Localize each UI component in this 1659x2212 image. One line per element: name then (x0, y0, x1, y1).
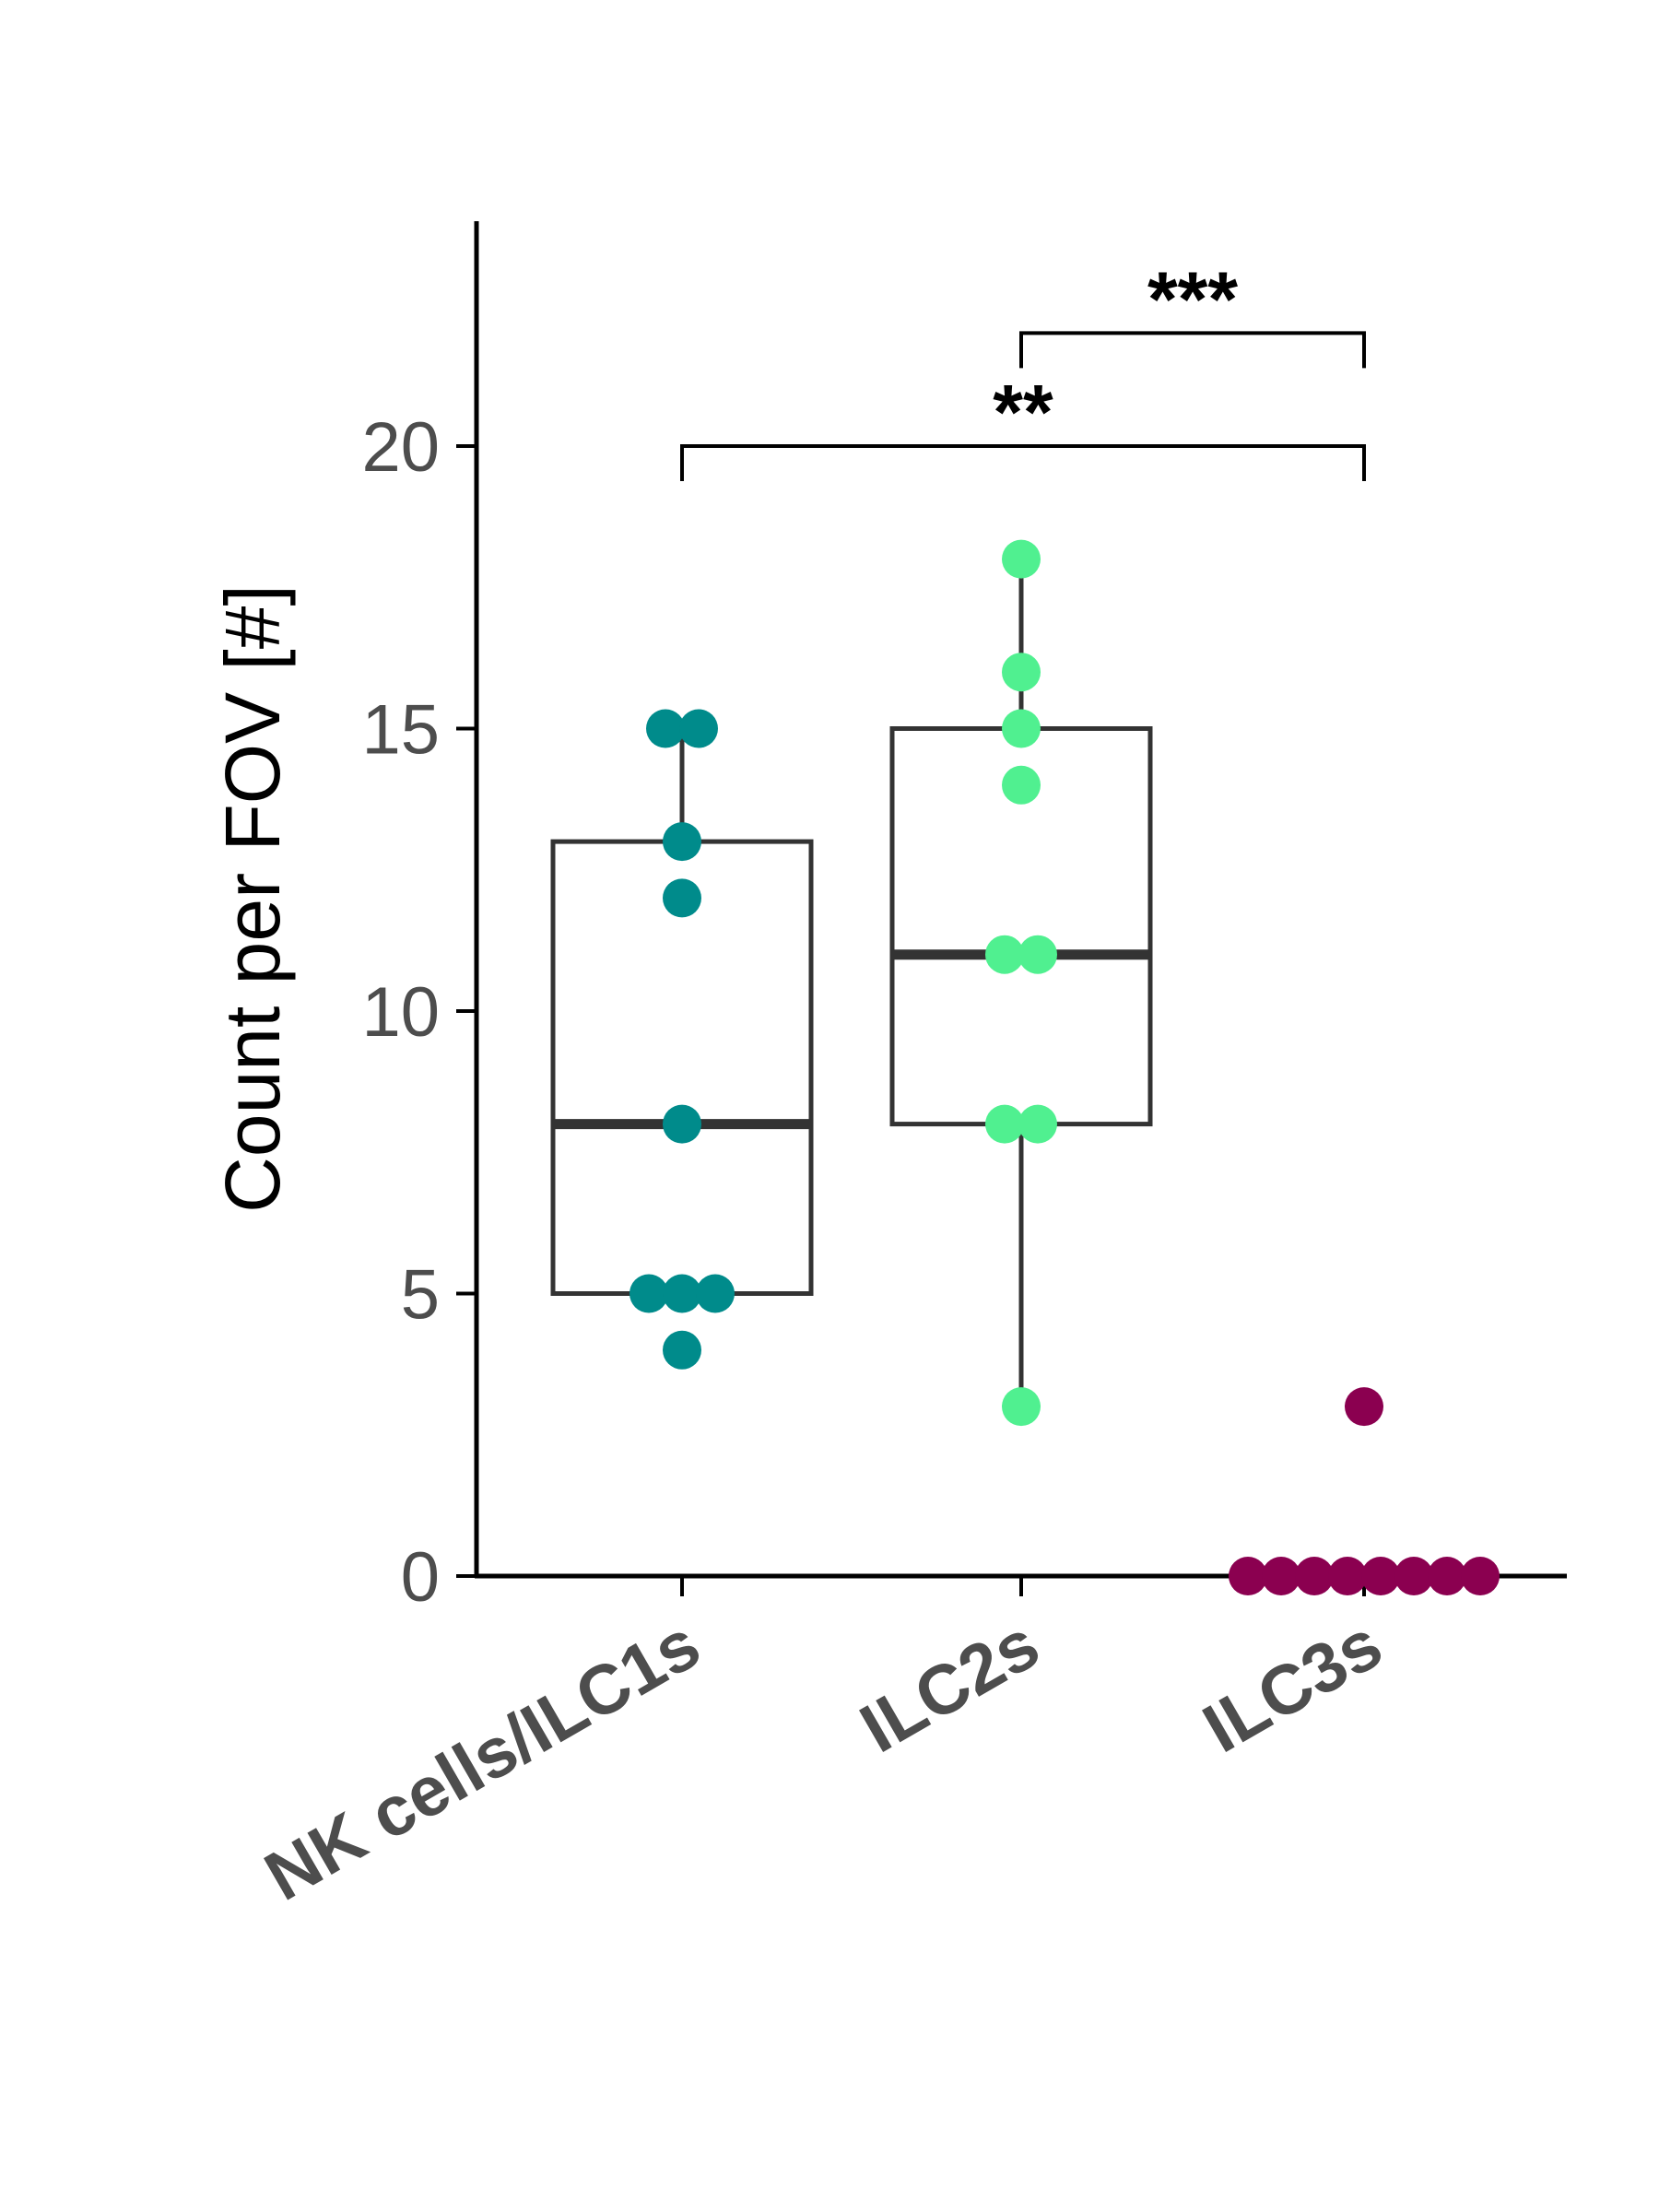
category-label: ILC3s (1191, 1605, 1395, 1768)
data-point (1229, 1557, 1267, 1595)
data-point (1002, 765, 1041, 805)
data-point (1361, 1557, 1400, 1595)
y-tick-label: 5 (401, 1256, 440, 1335)
data-point (1345, 1387, 1383, 1427)
data-point (1002, 1387, 1041, 1427)
data-point (985, 935, 1024, 974)
data-point (1002, 653, 1041, 692)
significance-bracket (1019, 331, 1366, 369)
data-point (663, 878, 701, 918)
data-point (1262, 1557, 1300, 1595)
y-tick-label: 15 (361, 691, 440, 770)
data-point (1428, 1557, 1466, 1595)
data-point (1328, 1557, 1367, 1595)
data-point (1018, 935, 1057, 974)
data-point (663, 1104, 701, 1144)
y-tick-label: 10 (361, 973, 440, 1052)
data-point (663, 822, 701, 862)
category-label: ILC2s (848, 1605, 1053, 1768)
data-point (646, 709, 685, 748)
data-point (1295, 1557, 1334, 1595)
data-point (1002, 539, 1041, 579)
data-point (1018, 1104, 1057, 1144)
data-point (1461, 1557, 1500, 1595)
y-tick-label: 20 (361, 408, 440, 487)
data-point (629, 1274, 668, 1313)
significance-label: ** (993, 369, 1053, 455)
data-point (696, 1274, 735, 1313)
y-axis-label: Count per FOV [#] (209, 584, 296, 1213)
data-point (679, 709, 718, 748)
data-point (1394, 1557, 1433, 1595)
data-point (1002, 709, 1041, 748)
data-point (663, 1330, 701, 1370)
significance-label: *** (1147, 255, 1238, 342)
category-label: NK cells/ILC1s (253, 1605, 713, 1916)
data-point (985, 1104, 1024, 1144)
y-tick-label: 0 (401, 1538, 440, 1617)
data-point (663, 1274, 701, 1313)
significance-bracket (680, 444, 1366, 481)
